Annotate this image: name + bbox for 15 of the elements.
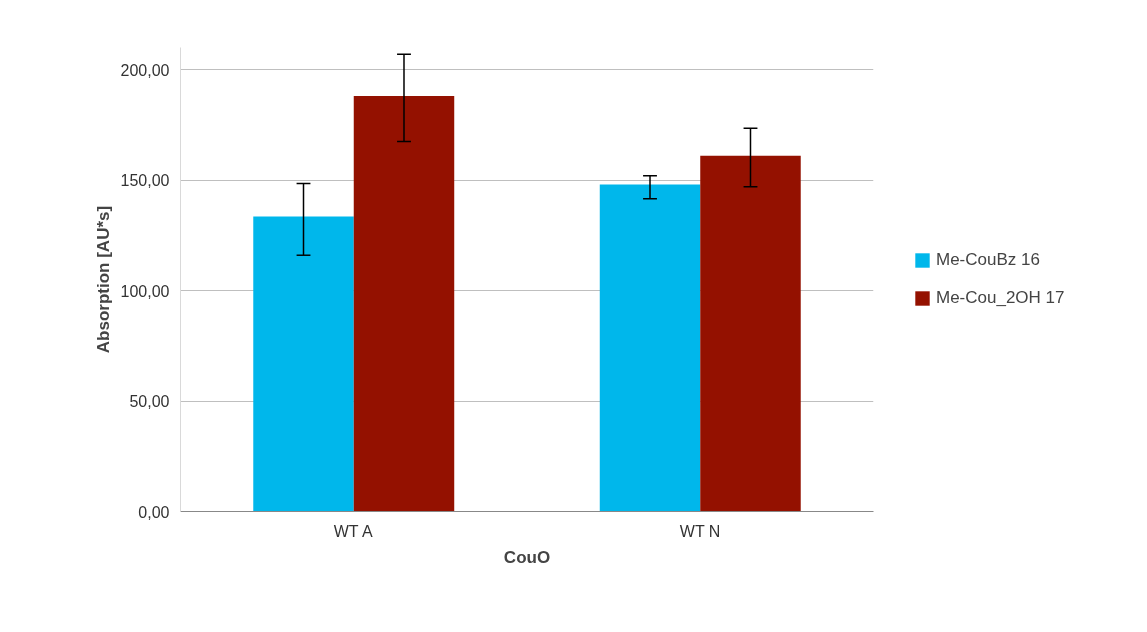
- y-tick-label: 50,00: [129, 393, 170, 411]
- y-tick-label: 150,00: [120, 172, 170, 190]
- y-axis-title: Absorption [AU*s]: [93, 205, 113, 354]
- x-tick-label: WT A: [333, 522, 373, 540]
- x-axis-title: CouO: [503, 547, 551, 567]
- x-tick-label: WT N: [679, 522, 721, 540]
- legend-label: Me-Cou_2OH 17: [936, 288, 1065, 308]
- y-tick-label: 100,00: [120, 282, 170, 300]
- bar: [700, 155, 801, 512]
- y-tick-label: 0,00: [138, 503, 170, 521]
- bar: [253, 216, 354, 512]
- legend-label: Me-CouBz 16: [936, 250, 1040, 270]
- y-tick-label: 200,00: [120, 61, 170, 79]
- bar: [353, 96, 455, 512]
- bar: [599, 184, 701, 512]
